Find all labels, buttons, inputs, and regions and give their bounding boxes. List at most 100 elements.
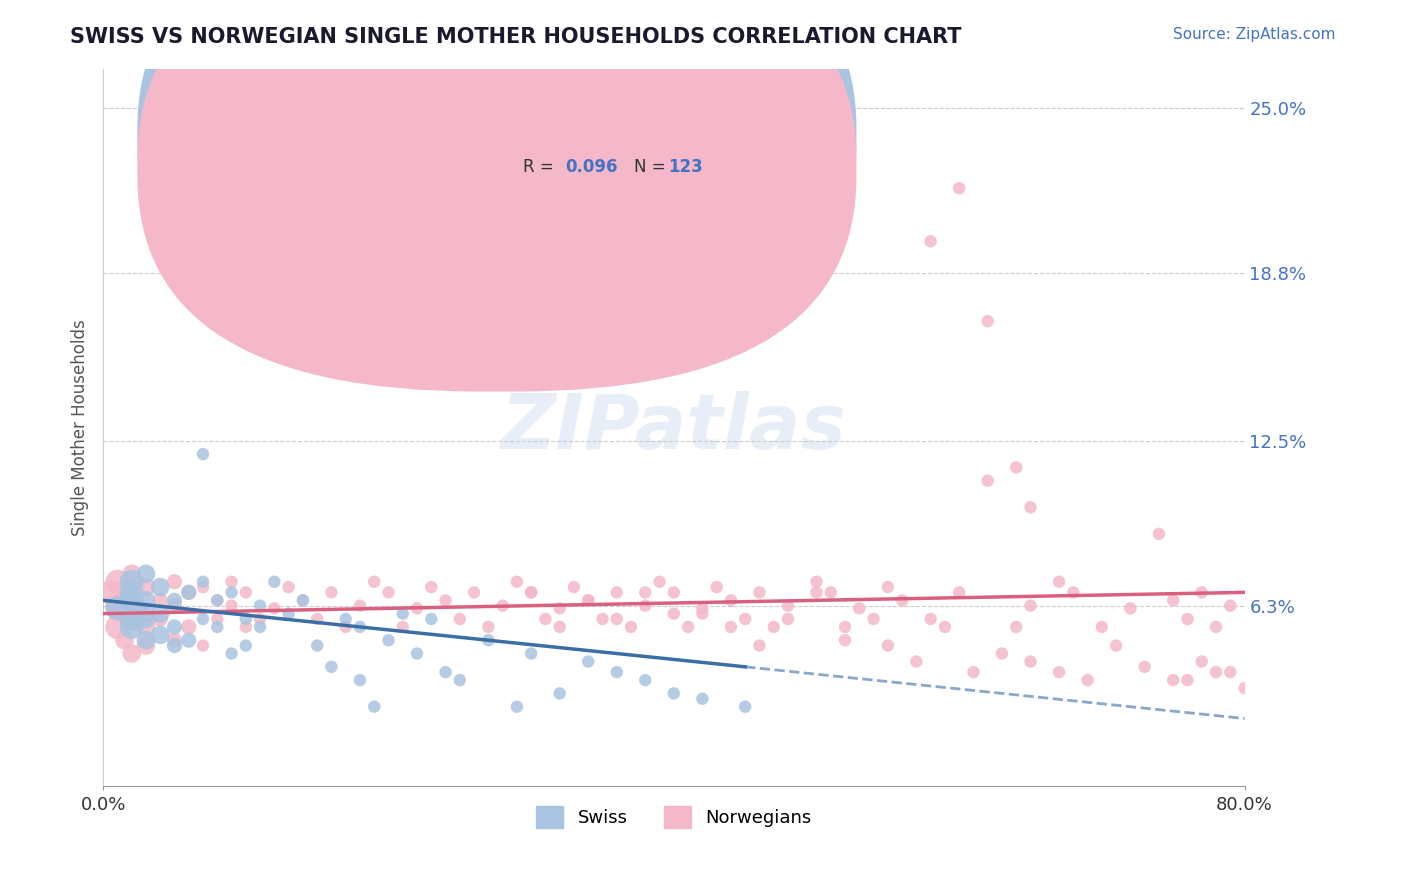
Point	[191, 639, 214, 653]
Point	[662, 607, 685, 621]
Point	[592, 612, 614, 626]
Point	[349, 599, 371, 613]
Point	[434, 593, 457, 607]
Point	[249, 599, 271, 613]
Text: 123: 123	[668, 158, 703, 176]
Point	[1205, 620, 1227, 634]
Point	[748, 639, 770, 653]
Point	[991, 647, 1014, 661]
Point	[491, 599, 513, 613]
Point	[207, 593, 229, 607]
Point	[576, 593, 599, 607]
Point	[520, 585, 543, 599]
Point	[449, 673, 471, 687]
Text: 55: 55	[668, 128, 692, 145]
Point	[1119, 601, 1142, 615]
Point	[748, 585, 770, 599]
Point	[277, 607, 299, 621]
Point	[121, 585, 143, 599]
Point	[820, 585, 842, 599]
FancyBboxPatch shape	[138, 0, 856, 392]
Text: N =: N =	[634, 158, 671, 176]
Point	[121, 607, 143, 621]
Point	[221, 599, 243, 613]
Point	[848, 601, 870, 615]
Point	[307, 639, 329, 653]
Point	[406, 601, 429, 615]
Point	[135, 566, 157, 581]
Point	[776, 612, 799, 626]
Point	[606, 612, 628, 626]
Point	[149, 607, 172, 621]
Point	[263, 601, 285, 615]
Point	[420, 612, 443, 626]
Point	[1091, 620, 1114, 634]
Point	[1077, 673, 1099, 687]
Point	[1205, 665, 1227, 680]
Point	[98, 585, 121, 599]
Point	[321, 585, 343, 599]
Point	[177, 585, 200, 599]
Point	[377, 633, 399, 648]
Point	[562, 580, 585, 594]
Point	[692, 601, 714, 615]
Point	[806, 574, 828, 589]
Text: Source: ZipAtlas.com: Source: ZipAtlas.com	[1173, 27, 1336, 42]
Point	[506, 574, 529, 589]
Point	[291, 593, 314, 607]
Point	[207, 620, 229, 634]
Point	[1019, 599, 1042, 613]
Point	[1233, 681, 1256, 695]
Point	[149, 628, 172, 642]
Point	[548, 686, 571, 700]
Point	[834, 620, 856, 634]
Point	[191, 580, 214, 594]
Point	[576, 655, 599, 669]
FancyBboxPatch shape	[138, 0, 856, 361]
Point	[1019, 655, 1042, 669]
Point	[434, 665, 457, 680]
Point	[534, 612, 557, 626]
Point	[391, 607, 413, 621]
Point	[235, 620, 257, 634]
Point	[548, 620, 571, 634]
Point	[948, 585, 970, 599]
Point	[235, 612, 257, 626]
Point	[834, 633, 856, 648]
Legend: Swiss, Norwegians: Swiss, Norwegians	[529, 798, 818, 835]
Point	[135, 633, 157, 648]
Point	[1191, 655, 1213, 669]
Point	[1219, 665, 1241, 680]
Text: R =: R =	[523, 128, 560, 145]
Point	[135, 593, 157, 607]
Point	[905, 655, 928, 669]
Point	[163, 599, 186, 613]
Point	[477, 620, 499, 634]
Point	[105, 574, 128, 589]
Point	[1191, 585, 1213, 599]
Point	[177, 585, 200, 599]
Point	[135, 607, 157, 621]
Text: 0.096: 0.096	[565, 158, 617, 176]
Point	[235, 639, 257, 653]
Point	[163, 593, 186, 607]
Point	[1047, 665, 1070, 680]
Point	[962, 665, 984, 680]
Point	[1177, 612, 1199, 626]
Point	[1047, 574, 1070, 589]
Point	[207, 593, 229, 607]
Point	[548, 601, 571, 615]
Text: R =: R =	[523, 158, 560, 176]
Point	[377, 585, 399, 599]
Point	[221, 585, 243, 599]
Point	[121, 574, 143, 589]
Point	[191, 574, 214, 589]
Point	[321, 660, 343, 674]
Point	[191, 447, 214, 461]
Point	[920, 235, 942, 249]
Point	[606, 665, 628, 680]
Point	[114, 633, 136, 648]
Point	[920, 612, 942, 626]
Point	[776, 599, 799, 613]
Point	[606, 585, 628, 599]
